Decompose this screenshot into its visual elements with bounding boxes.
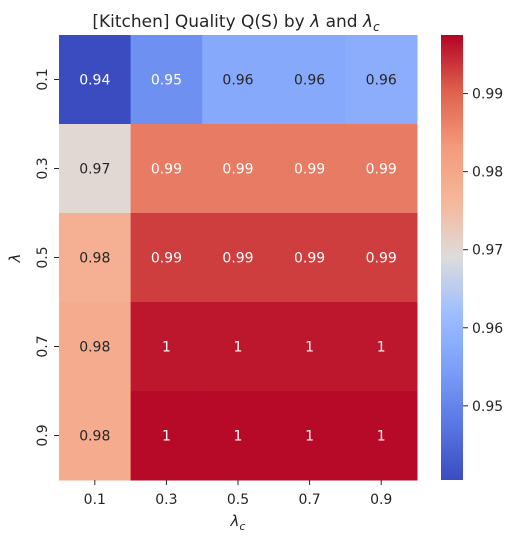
y-tick-label: 0.3: [35, 157, 51, 179]
cell-value-label: 1: [162, 340, 171, 356]
cell-value-label: 0.99: [294, 162, 325, 178]
cell-value-label: 0.96: [366, 73, 397, 89]
cell-value-label: 1: [234, 340, 243, 356]
cell-value-label: 0.99: [294, 251, 325, 267]
heatmap-cell: [202, 213, 275, 303]
x-axis-label: λc: [230, 512, 246, 533]
heatmap-cell: [59, 302, 132, 392]
chart-title: [Kitchen] Quality Q(S) by λ and λc: [92, 12, 380, 34]
cell-value-label: 0.99: [151, 162, 182, 178]
heatmap-cell: [202, 124, 275, 214]
x-tick-label: 0.3: [155, 492, 177, 508]
cell-value-label: 1: [377, 429, 386, 445]
heatmap-cell: [130, 391, 203, 481]
x-tick-label: 0.1: [84, 492, 106, 508]
cell-value-label: 0.99: [222, 251, 253, 267]
cell-value-label: 0.98: [79, 429, 110, 445]
heatmap-cell: [130, 35, 203, 125]
cell-value-label: 1: [305, 429, 314, 445]
heatmap-cell: [345, 124, 418, 214]
cell-value-label: 0.96: [222, 73, 253, 89]
colorbar-tick-label: 0.99: [472, 87, 503, 103]
colorbar-tick-label: 0.96: [472, 321, 503, 337]
heatmap-cell: [59, 213, 132, 303]
x-tick-label: 0.9: [370, 492, 392, 508]
heatmap-cell: [345, 302, 418, 392]
heatmap-cell: [345, 213, 418, 303]
colorbar-tick-label: 0.98: [472, 165, 503, 181]
cell-value-label: 1: [162, 429, 171, 445]
heatmap-cell-labels: 0.94 0.95 0.96 0.96 0.96 0.97 0.99 0.99 0.99 0.99…: [79, 73, 397, 445]
cell-value-label: 1: [377, 340, 386, 356]
cell-value-label: 0.99: [151, 251, 182, 267]
cell-value-label: 0.98: [79, 340, 110, 356]
y-tick-label: 0.7: [35, 335, 51, 357]
heatmap-cells: [59, 35, 418, 481]
cell-value-label: 0.94: [79, 73, 110, 89]
y-tick-label: 0.5: [35, 246, 51, 268]
colorbar: [441, 35, 463, 480]
heatmap-cell: [345, 35, 418, 125]
heatmap-cell: [59, 124, 132, 214]
cell-value-label: 0.99: [366, 162, 397, 178]
heatmap-cell: [130, 213, 203, 303]
heatmap-cell: [273, 124, 346, 214]
x-tick-label: 0.7: [298, 492, 320, 508]
y-axis: 0.1 0.3 0.5 0.7 0.9: [35, 68, 59, 447]
heatmap-cell: [202, 302, 275, 392]
cell-value-label: 1: [305, 340, 314, 356]
cell-value-label: 0.96: [294, 73, 325, 89]
heatmap-cell: [130, 124, 203, 214]
y-axis-label: λ: [6, 254, 24, 264]
x-tick-label: 0.5: [227, 492, 249, 508]
y-tick-label: 0.9: [35, 424, 51, 446]
heatmap-cell: [130, 302, 203, 392]
heatmap-cell: [273, 35, 346, 125]
x-axis: 0.1 0.3 0.5 0.7 0.9: [84, 480, 392, 508]
y-tick-label: 0.1: [35, 68, 51, 90]
heatmap-cell: [59, 35, 132, 125]
cell-value-label: 0.95: [151, 73, 182, 89]
heatmap-cell: [345, 391, 418, 481]
heatmap-cell: [59, 391, 132, 481]
colorbar-tick-label: 0.97: [472, 243, 503, 259]
cell-value-label: 0.98: [79, 251, 110, 267]
cell-value-label: 0.99: [222, 162, 253, 178]
heatmap-cell: [273, 213, 346, 303]
cell-value-label: 1: [234, 429, 243, 445]
cell-value-label: 0.97: [79, 162, 110, 178]
colorbar-tick-label: 0.95: [472, 399, 503, 415]
heatmap-cell: [202, 35, 275, 125]
cell-value-label: 0.99: [366, 251, 397, 267]
colorbar-ticks: 0.95 0.96 0.97 0.98 0.99: [463, 87, 503, 415]
heatmap-cell: [202, 391, 275, 481]
heatmap-cell: [273, 302, 346, 392]
heatmap-cell: [273, 391, 346, 481]
